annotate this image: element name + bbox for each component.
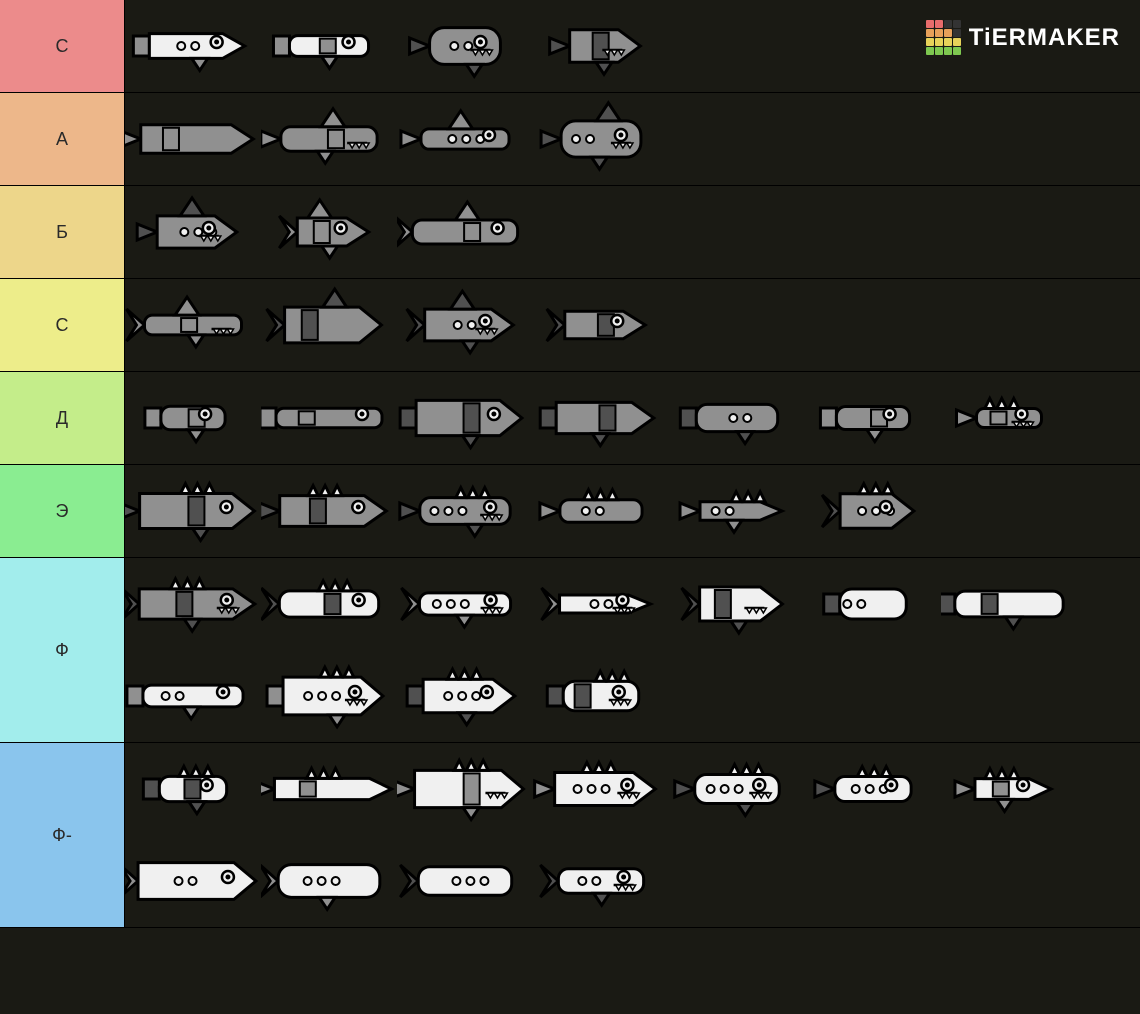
tier-row: Ф — [0, 558, 1140, 743]
tier-item[interactable] — [941, 372, 1077, 464]
tier-label[interactable]: Б — [0, 186, 125, 278]
tier-item[interactable] — [533, 279, 669, 371]
tier-row: Ф- — [0, 743, 1140, 928]
tier-item[interactable] — [669, 465, 805, 557]
tier-item[interactable] — [669, 743, 805, 835]
tier-item[interactable] — [533, 558, 669, 650]
tier-item[interactable] — [125, 835, 261, 927]
tier-list: САБСДЭФФ- — [0, 0, 1140, 928]
tier-item[interactable] — [397, 465, 533, 557]
tier-item[interactable] — [125, 372, 261, 464]
tier-items — [125, 558, 1140, 742]
tier-label[interactable]: Э — [0, 465, 125, 557]
logo-text: TiERMAKER — [969, 24, 1120, 52]
tier-item[interactable] — [397, 558, 533, 650]
tier-item[interactable] — [533, 465, 669, 557]
tier-item[interactable] — [125, 186, 261, 278]
tier-item[interactable] — [125, 558, 261, 650]
tier-item[interactable] — [533, 743, 669, 835]
tiermaker-logo: TiERMAKER — [926, 20, 1120, 55]
tier-item[interactable] — [397, 650, 533, 742]
tier-items — [125, 279, 1140, 371]
tier-item[interactable] — [397, 372, 533, 464]
tier-row: Д — [0, 372, 1140, 465]
tier-items — [125, 743, 1140, 927]
tier-row: А — [0, 93, 1140, 186]
tier-item[interactable] — [397, 93, 533, 185]
tier-item[interactable] — [805, 372, 941, 464]
tier-item[interactable] — [941, 743, 1077, 835]
tier-item[interactable] — [125, 650, 261, 742]
tier-items — [125, 93, 1140, 185]
tier-item[interactable] — [261, 650, 397, 742]
tier-label[interactable]: Ф — [0, 558, 125, 742]
tier-items — [125, 465, 1140, 557]
tier-label[interactable]: С — [0, 0, 125, 92]
tier-item[interactable] — [533, 650, 669, 742]
tier-item[interactable] — [533, 372, 669, 464]
tier-item[interactable] — [805, 743, 941, 835]
tier-item[interactable] — [261, 835, 397, 927]
tier-item[interactable] — [397, 835, 533, 927]
logo-grid-icon — [926, 20, 961, 55]
tier-item[interactable] — [125, 465, 261, 557]
tier-label[interactable]: А — [0, 93, 125, 185]
tier-item[interactable] — [261, 743, 397, 835]
tier-item[interactable] — [805, 558, 941, 650]
tier-row: Б — [0, 186, 1140, 279]
tier-item[interactable] — [669, 372, 805, 464]
tier-items — [125, 186, 1140, 278]
tier-item[interactable] — [669, 558, 805, 650]
tier-item[interactable] — [261, 558, 397, 650]
tier-items — [125, 372, 1140, 464]
tier-item[interactable] — [125, 93, 261, 185]
tier-item[interactable] — [261, 0, 397, 92]
tier-item[interactable] — [397, 186, 533, 278]
tier-label[interactable]: Ф- — [0, 743, 125, 927]
tier-item[interactable] — [261, 372, 397, 464]
tier-item[interactable] — [397, 0, 533, 92]
tier-item[interactable] — [533, 93, 669, 185]
tier-item[interactable] — [261, 186, 397, 278]
tier-item[interactable] — [397, 743, 533, 835]
tier-row: С — [0, 279, 1140, 372]
tier-item[interactable] — [261, 93, 397, 185]
tier-item[interactable] — [261, 279, 397, 371]
tier-item[interactable] — [533, 835, 669, 927]
tier-item[interactable] — [261, 465, 397, 557]
tier-item[interactable] — [125, 279, 261, 371]
tier-label[interactable]: С — [0, 279, 125, 371]
tier-item[interactable] — [533, 0, 669, 92]
tier-label[interactable]: Д — [0, 372, 125, 464]
tier-item[interactable] — [125, 0, 261, 92]
tier-item[interactable] — [397, 279, 533, 371]
tier-row: Э — [0, 465, 1140, 558]
tier-item[interactable] — [125, 743, 261, 835]
tier-item[interactable] — [941, 558, 1077, 650]
tier-item[interactable] — [805, 465, 941, 557]
